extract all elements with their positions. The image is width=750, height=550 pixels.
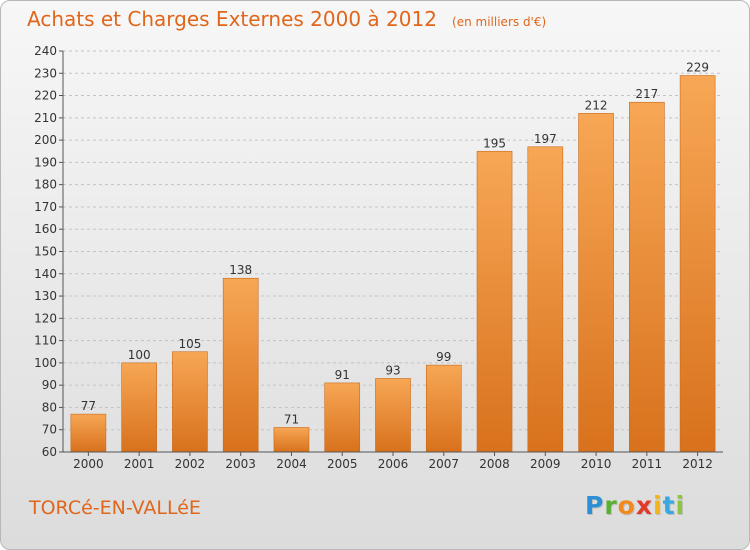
x-tick-label: 2010: [581, 457, 612, 471]
x-tick-label: 2002: [175, 457, 206, 471]
y-tick-label: 190: [34, 155, 57, 169]
y-tick-label: 60: [42, 445, 57, 459]
x-tick-label: 2001: [124, 457, 155, 471]
bar-value-label: 93: [385, 363, 400, 377]
bar: [70, 413, 107, 453]
bar-value-label: 195: [483, 136, 506, 150]
bar-value-label: 217: [635, 87, 658, 101]
bar-value-label: 77: [81, 399, 96, 413]
y-tick-label: 180: [34, 178, 57, 192]
y-tick-label: 120: [34, 311, 57, 325]
bar: [121, 362, 157, 453]
logo-letter: r: [604, 491, 618, 520]
y-tick-label: 210: [34, 111, 57, 125]
y-tick-label: 240: [34, 44, 57, 58]
x-tick-label: 2003: [225, 457, 256, 471]
title-row: Achats et Charges Externes 2000 à 2012 (…: [27, 7, 546, 31]
y-tick-label: 140: [34, 267, 57, 281]
x-tick-label: 2006: [378, 457, 409, 471]
x-tick-label: 2012: [682, 457, 713, 471]
logo-letter: x: [635, 491, 653, 520]
bar-value-label: 197: [534, 132, 557, 146]
bar: [629, 101, 665, 453]
bar: [476, 150, 513, 453]
bar: [578, 113, 614, 453]
x-tick-label: 2011: [632, 457, 663, 471]
y-tick-label: 80: [42, 400, 57, 414]
bar-value-label: 91: [335, 368, 350, 382]
chart-title: Achats et Charges Externes 2000 à 2012: [27, 7, 437, 31]
proxiti-logo: Proxiti: [585, 491, 685, 520]
bar: [425, 364, 462, 453]
y-tick-label: 70: [42, 423, 57, 437]
chart-unit: (en milliers d'€): [452, 15, 547, 29]
logo-letter: i: [675, 491, 686, 520]
bar-value-label: 100: [128, 348, 151, 362]
bar-value-label: 229: [686, 61, 709, 75]
logo-letter: t: [662, 491, 676, 520]
bar: [679, 75, 716, 453]
x-tick-label: 2007: [428, 457, 459, 471]
x-tick-label: 2005: [327, 457, 358, 471]
town-name: TORCé-EN-VALLéE: [29, 497, 201, 519]
bar-value-label: 105: [178, 337, 201, 351]
x-tick-label: 2009: [530, 457, 561, 471]
bar: [172, 351, 208, 453]
bar-value-label: 99: [436, 350, 451, 364]
logo-letter: P: [585, 491, 605, 520]
y-tick-label: 90: [42, 378, 57, 392]
bar: [273, 427, 310, 453]
bar: [375, 378, 411, 453]
logo-letter: i: [653, 491, 663, 520]
x-tick-label: 2000: [73, 457, 104, 471]
x-tick-label: 2004: [276, 457, 307, 471]
x-tick-label: 2008: [479, 457, 510, 471]
y-tick-label: 160: [34, 222, 57, 236]
bar: [324, 382, 361, 453]
y-tick-label: 110: [34, 334, 57, 348]
bar: [527, 146, 564, 453]
y-tick-label: 150: [34, 245, 57, 259]
bar-value-label: 138: [229, 263, 252, 277]
y-tick-label: 130: [34, 289, 57, 303]
y-tick-label: 230: [34, 66, 57, 80]
y-tick-label: 100: [34, 356, 57, 370]
bar: [222, 277, 259, 453]
logo-letter: o: [617, 491, 636, 520]
axes: 60 70 80 90 100 110 120 130 140 150 160 170 180 190 20…: [34, 44, 723, 471]
y-tick-label: 170: [34, 200, 57, 214]
bar-value-label: 71: [284, 412, 299, 426]
y-tick-label: 220: [34, 89, 57, 103]
bars: 77 100 105 138 71 91 93 99 195 197 212 217 229: [70, 61, 716, 453]
y-tick-label: 200: [34, 133, 57, 147]
bar-value-label: 212: [585, 98, 608, 112]
